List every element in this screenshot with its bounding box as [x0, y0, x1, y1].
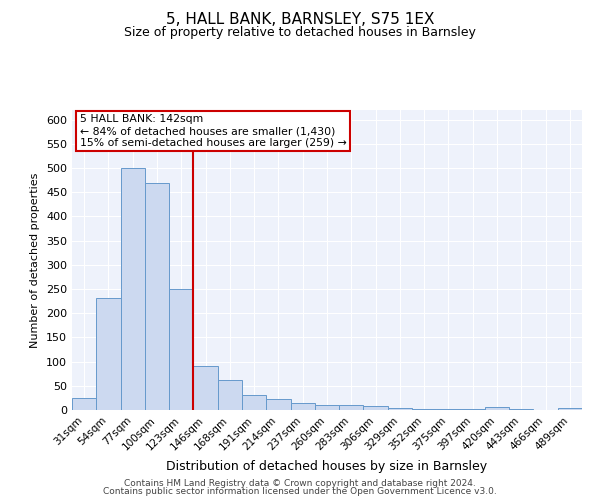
Bar	[485, 407, 509, 410]
Text: Contains HM Land Registry data © Crown copyright and database right 2024.: Contains HM Land Registry data © Crown c…	[124, 478, 476, 488]
Text: Contains public sector information licensed under the Open Government Licence v3: Contains public sector information licen…	[103, 487, 497, 496]
Bar	[509, 408, 533, 410]
Bar	[266, 400, 290, 410]
Bar	[388, 408, 412, 410]
Bar	[315, 404, 339, 410]
Bar	[558, 408, 582, 410]
Bar	[290, 403, 315, 410]
Bar	[145, 182, 169, 410]
Text: 5, HALL BANK, BARNSLEY, S75 1EX: 5, HALL BANK, BARNSLEY, S75 1EX	[166, 12, 434, 28]
Bar	[218, 380, 242, 410]
Bar	[121, 168, 145, 410]
Bar	[436, 408, 461, 410]
Bar	[242, 396, 266, 410]
Text: 5 HALL BANK: 142sqm
← 84% of detached houses are smaller (1,430)
15% of semi-det: 5 HALL BANK: 142sqm ← 84% of detached ho…	[80, 114, 346, 148]
Bar	[339, 405, 364, 410]
Bar	[72, 398, 96, 410]
X-axis label: Distribution of detached houses by size in Barnsley: Distribution of detached houses by size …	[166, 460, 488, 473]
Bar	[96, 298, 121, 410]
Bar	[193, 366, 218, 410]
Bar	[461, 408, 485, 410]
Bar	[364, 406, 388, 410]
Text: Size of property relative to detached houses in Barnsley: Size of property relative to detached ho…	[124, 26, 476, 39]
Bar	[169, 289, 193, 410]
Y-axis label: Number of detached properties: Number of detached properties	[31, 172, 40, 348]
Bar	[412, 408, 436, 410]
